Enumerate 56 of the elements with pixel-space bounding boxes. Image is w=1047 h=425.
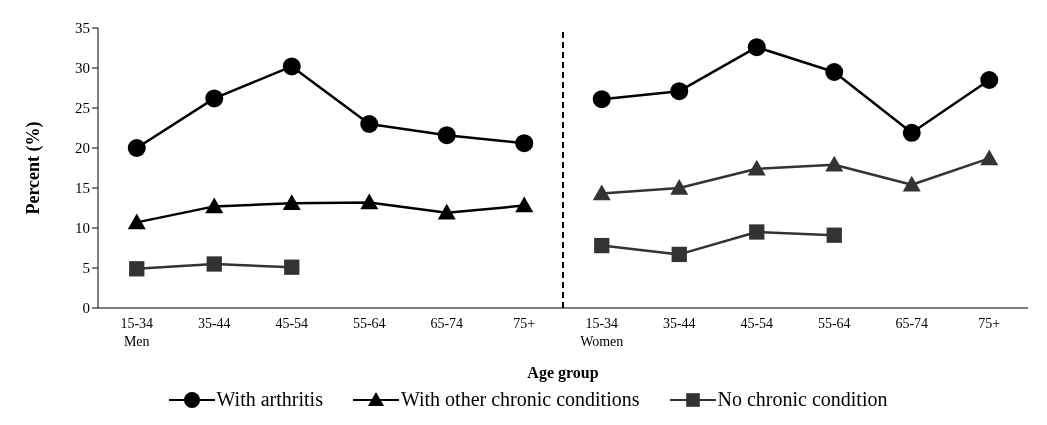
point [437,126,456,145]
point [282,57,301,76]
point [360,193,379,210]
point [980,149,999,166]
x-tick-label: 45-54 [275,316,309,331]
point [825,155,844,172]
legend-label: With arthritis [216,388,323,411]
point [129,261,145,277]
y-tick-label: 35 [75,20,90,37]
point [592,90,611,109]
y-tick-label: 25 [75,100,90,117]
y-tick-label: 15 [75,180,90,197]
x-tick-label: 15-34 Women [580,316,624,349]
point [515,196,534,213]
y-tick-label: 0 [82,300,90,317]
y-tick-label: 20 [75,140,90,157]
x-tick-label: 65-74 [430,316,464,331]
point [670,82,689,101]
x-tick-label: 45-54 [740,316,774,331]
point [749,224,765,240]
point [670,179,689,195]
point [747,38,766,57]
point [671,246,687,263]
point [902,175,921,192]
point [205,197,224,214]
point [206,256,222,272]
point [980,71,999,89]
point [282,194,301,210]
point [515,134,534,153]
x-tick-label: 75+ [978,316,1001,331]
x-tick-label: 55-64 [352,316,386,331]
point [902,123,921,142]
point [826,227,842,243]
point [127,213,146,230]
point [825,63,844,81]
point [592,184,611,201]
y-tick-label: 5 [82,260,90,277]
point [594,237,610,254]
point [127,139,146,157]
point [437,203,456,220]
y-axis-title: Percent (%) [23,121,45,215]
x-axis-title: Age group [527,364,599,382]
point [747,159,766,176]
legend-label: With other chronic conditions [400,388,640,411]
x-tick-label: 75+ [513,316,536,331]
x-tick-label: 35-44 [662,316,696,331]
point [205,89,224,108]
y-tick-label: 10 [75,220,90,237]
x-tick-label: 35-44 [197,316,231,331]
x-tick-label: 15-34 Men [120,316,154,349]
x-tick-label: 65-74 [895,316,929,331]
point [360,115,379,133]
y-tick-label: 30 [75,60,90,77]
point [284,259,300,275]
x-tick-label: 55-64 [817,316,851,331]
legend-label: No chronic condition [717,388,888,411]
